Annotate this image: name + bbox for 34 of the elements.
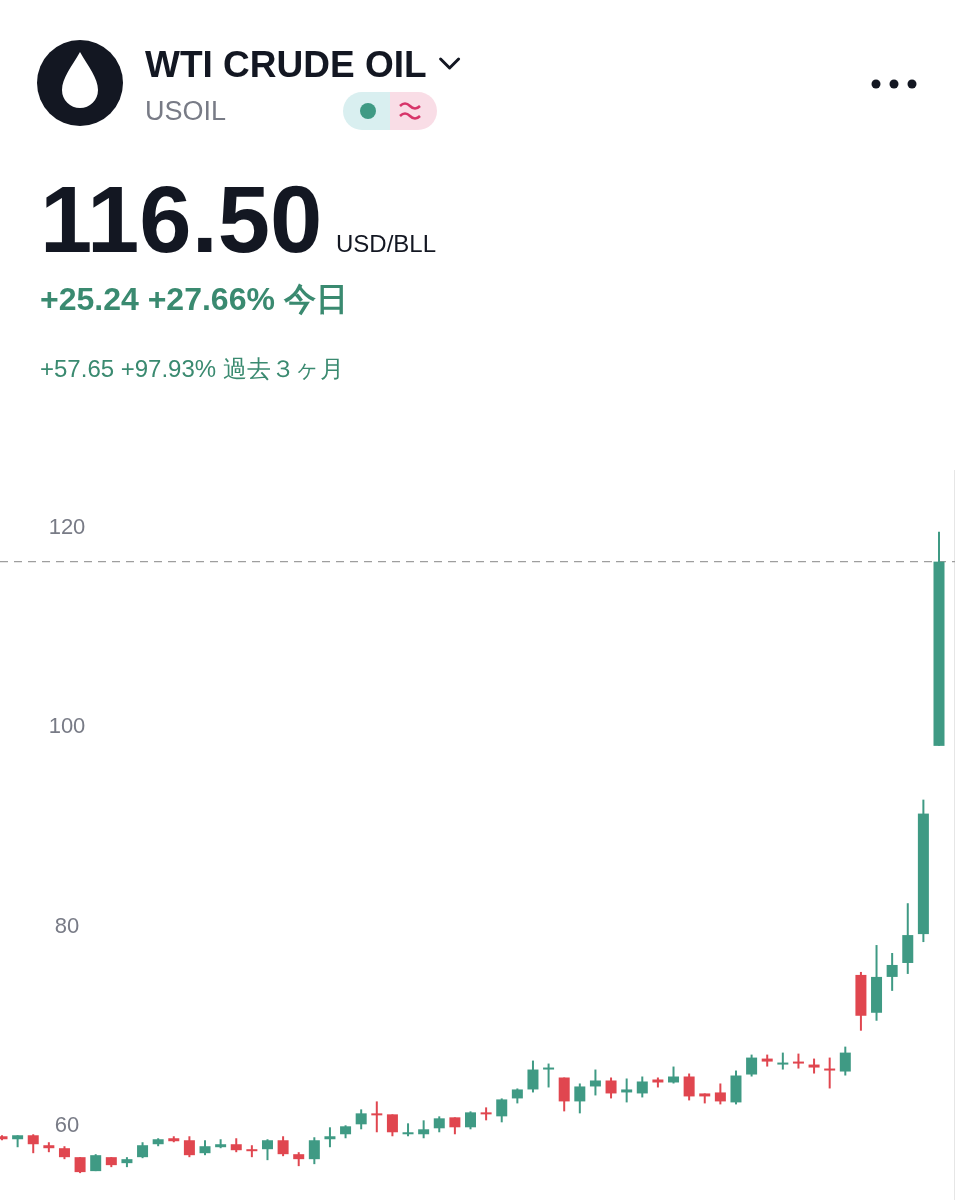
candlestick bbox=[589, 1068, 601, 1097]
candlestick bbox=[308, 1136, 320, 1166]
candlestick bbox=[386, 1113, 398, 1138]
candlestick bbox=[714, 1082, 726, 1106]
candlestick bbox=[605, 1076, 617, 1100]
candlestick bbox=[886, 952, 898, 992]
candlestick bbox=[261, 1138, 273, 1162]
text: 116.50 bbox=[40, 167, 323, 272]
candlestick bbox=[27, 1133, 39, 1155]
text: +57.65 +97.93% 過去３ヶ月 bbox=[40, 355, 344, 382]
chart-title: WTI CRUDE OIL bbox=[145, 44, 427, 85]
candlestick bbox=[277, 1135, 289, 1158]
candlestick bbox=[746, 1053, 758, 1078]
candlestick bbox=[636, 1075, 648, 1099]
candlestick bbox=[183, 1135, 195, 1159]
candlestick bbox=[683, 1072, 695, 1102]
candlestick bbox=[824, 1056, 836, 1090]
y-tick-label: 120 bbox=[48, 514, 86, 540]
candlestick bbox=[355, 1108, 367, 1131]
candlestick bbox=[839, 1045, 851, 1077]
candlestick bbox=[558, 1076, 570, 1113]
candlestick bbox=[621, 1077, 633, 1104]
text: +25.24 +27.66% 今日 bbox=[40, 281, 348, 317]
candlestick bbox=[324, 1126, 336, 1149]
candlestick bbox=[371, 1100, 383, 1134]
text: USD/BLL bbox=[336, 230, 437, 257]
candlestick bbox=[543, 1062, 555, 1089]
candlestick bbox=[574, 1082, 586, 1115]
chart-subtitle: USOIL bbox=[145, 96, 227, 126]
candlestick bbox=[496, 1097, 508, 1124]
y-tick-label: 100 bbox=[48, 713, 86, 739]
y-tick-label: 80 bbox=[54, 912, 80, 938]
candlestick bbox=[527, 1059, 539, 1094]
y-tick-label: 60 bbox=[54, 1111, 80, 1137]
